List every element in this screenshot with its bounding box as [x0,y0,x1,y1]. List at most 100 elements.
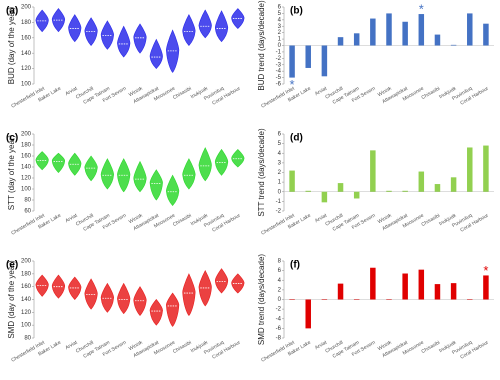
violin-body [133,23,147,54]
violin-body [231,273,245,294]
violin-body [231,8,245,30]
y-tick-label: 140 [21,51,32,57]
panel-label: (d) [290,133,303,144]
y-tick-label: -5 [276,75,282,81]
x-tick-label: Chisasibi [172,86,193,101]
y-tick-label: 160 [21,35,32,41]
y-tick-label: 140 [21,297,32,303]
bar [483,275,489,300]
x-tick-label: Arviat [64,85,79,97]
bar [305,299,311,329]
violin-body [182,158,196,190]
violin-body [51,8,66,33]
bar [467,299,473,300]
violin-body [133,286,147,316]
violin-body [68,14,82,43]
y-tick-label: 1 [278,180,282,186]
violin-body [149,38,163,70]
x-tick-label: Arviat [314,339,329,351]
violin-body [166,174,180,206]
y-tick-label: -4 [276,69,282,75]
y-tick-label: 200 [21,259,32,265]
y-tick-label: 180 [21,20,32,26]
panel-label: (f) [290,260,300,271]
x-tick-label: Arviat [64,339,79,351]
y-tick-label: 180 [21,143,32,149]
bar [418,269,425,300]
violin-body [51,152,66,173]
x-tick-label: Chisasibi [421,340,442,355]
bar [305,190,311,192]
y-tick-label: 0 [278,43,282,49]
bar [353,191,360,199]
y-tick-label: 1 [278,37,282,43]
bar [337,37,344,46]
y-tick-label: 3 [278,160,282,166]
y-tick-label: 6 [278,5,282,11]
significance-star: * [483,263,488,278]
y-tick-label: 200 [21,132,32,138]
bar [321,299,328,300]
violin-body [84,278,98,310]
violin-body [214,10,229,43]
y-tick-label: -2 [276,56,282,62]
y-tick-label: 120 [21,66,32,72]
violin-body [51,274,66,299]
bar [450,283,457,300]
y-tick-label: 100 [21,187,32,193]
bar [418,171,425,192]
x-tick-label: Chisasibi [172,213,193,228]
y-tick-label: -2 [276,209,282,215]
y-tick-label: -3 [276,62,282,68]
x-tick-label: Chisasibi [421,86,442,101]
y-tick-label: 120 [21,176,32,182]
bar [321,45,328,77]
x-tick-label: Chisasibi [172,340,193,355]
y-axis-title: SMD (day of the year) [7,260,16,339]
y-tick-label: -2 [276,307,282,313]
panel-label: (c) [6,133,18,144]
y-axis-title: STT (day of the year) [7,134,16,210]
y-tick-label: 180 [21,271,32,277]
y-tick-label: 4 [278,151,282,157]
bar [337,283,344,300]
violin-body [100,20,114,50]
y-tick-label: 6 [278,268,282,274]
violin-body [166,29,180,73]
x-tick-label: Arviat [314,85,329,97]
panel: 100 120 140 160 180 200 BUD (day of the year)(… [6,5,245,110]
violin-body [149,169,163,201]
bar [483,145,489,192]
violin-body [149,299,163,326]
bar [402,21,408,46]
y-tick-label: -1 [276,49,282,55]
y-tick-label: 140 [21,165,32,171]
y-tick-label: 0 [278,189,282,195]
y-tick-label: 4 [278,17,282,23]
y-tick-label: 2 [278,170,282,176]
bar [434,184,441,192]
bar [467,13,473,46]
y-tick-label: -8 [276,336,282,342]
y-axis-title: BUD trend (days/decade) [257,0,266,91]
y-tick-label: 120 [21,310,32,316]
y-tick-label: 160 [21,284,32,290]
bar [402,190,408,192]
y-tick-label: 100 [21,82,32,88]
bar [418,14,425,46]
violin-body [68,152,82,176]
bar [450,177,457,192]
bar [370,267,376,300]
y-tick-label: 60 [24,209,31,215]
bar [289,170,295,192]
panel: 80 100 120 140 160 180 200 SMD (day of the year… [6,259,245,364]
y-axis-title: STT trend (days/decade) [257,128,266,217]
y-tick-label: 80 [24,198,31,204]
y-tick-label: 200 [21,5,32,11]
panel-label: (e) [6,260,18,271]
y-tick-label: 3 [278,24,282,30]
y-tick-label: -4 [276,316,282,322]
y-tick-label: 8 [278,259,282,265]
y-tick-label: 160 [21,154,32,160]
violin-body [117,282,131,315]
